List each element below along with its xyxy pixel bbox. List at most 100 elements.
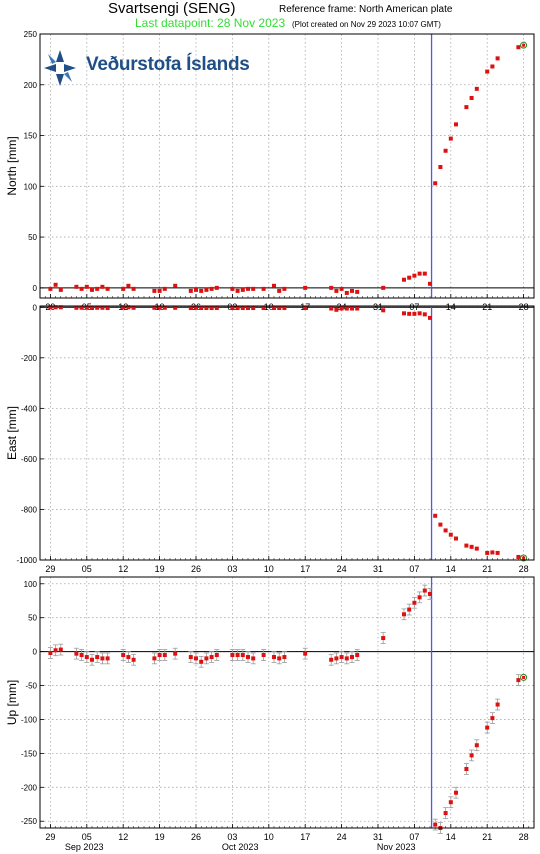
panel1-data-point bbox=[199, 288, 204, 293]
panel3-data-point bbox=[214, 653, 219, 658]
panel2-data-point bbox=[422, 312, 427, 317]
panel1-data-point bbox=[246, 286, 250, 291]
panel1-data-point bbox=[329, 285, 334, 290]
panel2-data-point bbox=[355, 306, 360, 311]
panel2-data-point bbox=[79, 305, 84, 310]
panel2-data-point bbox=[157, 305, 162, 310]
panel1-ytick-label: 0 bbox=[33, 284, 38, 293]
panel3-data-point bbox=[344, 656, 349, 661]
panel1-ytick-label: 50 bbox=[28, 233, 37, 242]
panel2-data-point bbox=[126, 305, 131, 310]
panel3-data-point bbox=[474, 743, 479, 748]
panel2-data-point bbox=[443, 528, 448, 533]
panel1-data-point bbox=[428, 281, 432, 286]
panel2-data-point bbox=[48, 305, 53, 310]
panel3-ylabel: Up [mm] bbox=[5, 680, 19, 725]
panel2-data-point bbox=[58, 305, 63, 310]
panel2-xtick-label: 26 bbox=[191, 564, 201, 574]
panel2-xtick-label: 21 bbox=[482, 564, 492, 574]
reference-frame: Reference frame: North American plate bbox=[279, 4, 453, 15]
panel2-xtick-label: 03 bbox=[227, 564, 237, 574]
imo-logo-icon bbox=[44, 50, 76, 86]
panel1-ylabel: North [mm] bbox=[5, 136, 19, 195]
panel1-data-point bbox=[272, 283, 276, 288]
panel2-data-point bbox=[428, 315, 432, 320]
panel3-data-point bbox=[162, 653, 167, 658]
panel3-xtick-label: 26 bbox=[191, 832, 201, 842]
panel2-data-point bbox=[334, 307, 339, 312]
panel2-data-point bbox=[74, 305, 79, 310]
panel1-data-point bbox=[344, 290, 349, 295]
panel3-data-point bbox=[251, 656, 256, 661]
panel1-data-point bbox=[438, 165, 443, 170]
panel3-month-label: Nov 2023 bbox=[377, 842, 416, 852]
panel2-data-point bbox=[95, 305, 100, 310]
panel1-data-point bbox=[464, 105, 469, 110]
panel2-last-point bbox=[520, 554, 528, 562]
panel1-data-point bbox=[474, 86, 479, 91]
panel2-data-point bbox=[350, 306, 354, 311]
panel1-data-point bbox=[417, 271, 422, 276]
panel1-data-point bbox=[157, 288, 162, 293]
panel1-data-point bbox=[402, 277, 406, 282]
panel1-data-point bbox=[74, 284, 79, 289]
panel2-data-point bbox=[454, 536, 458, 541]
panel3-ytick-label: -50 bbox=[25, 682, 37, 691]
panel2-data-point bbox=[90, 306, 94, 311]
panel1-data-point bbox=[48, 286, 53, 291]
panel2-data-point bbox=[251, 306, 256, 311]
panel3-ytick-label: 0 bbox=[33, 648, 38, 657]
panel3-data-point bbox=[261, 653, 266, 658]
panel3-xtick-label: 07 bbox=[409, 832, 419, 842]
panel2-ylabel: East [mm] bbox=[5, 406, 19, 460]
plot-title: Svartsengi (SENG) bbox=[108, 0, 236, 17]
panel1-data-point bbox=[339, 286, 344, 291]
panel3-xtick-label: 24 bbox=[337, 832, 347, 842]
panel2-data-point bbox=[84, 305, 89, 310]
panel2-xtick-label: 10 bbox=[264, 564, 274, 574]
panel3-ytick-label: -200 bbox=[21, 783, 38, 792]
panel3-xtick-label: 10 bbox=[264, 832, 274, 842]
panel3-data-point bbox=[303, 651, 308, 656]
panel3-data-point bbox=[469, 753, 474, 758]
panel2-data-point bbox=[246, 306, 250, 311]
panel3-data-point bbox=[84, 655, 89, 660]
panel2-data-point bbox=[474, 546, 479, 551]
panel3-data-point bbox=[48, 650, 53, 655]
panel1-data-point bbox=[79, 286, 84, 291]
panel3-xtick-label: 21 bbox=[482, 832, 492, 842]
panel3-data-point bbox=[417, 595, 422, 600]
panel3-xtick-label: 29 bbox=[45, 832, 55, 842]
panel3-data-point bbox=[282, 655, 287, 660]
panel1-data-point bbox=[407, 275, 412, 280]
panel3-xtick-label: 14 bbox=[446, 832, 456, 842]
panel3-data-point bbox=[334, 656, 339, 661]
panel3-xtick-label: 03 bbox=[227, 832, 237, 842]
panel3-xtick-label: 31 bbox=[373, 832, 383, 842]
panel3-data-point bbox=[240, 653, 245, 658]
panel2-data-point bbox=[152, 305, 157, 310]
panel3-data-point bbox=[199, 659, 204, 664]
panel3-ytick-label: -150 bbox=[21, 749, 38, 758]
panel2-data-point bbox=[485, 550, 490, 555]
panel1-data-point bbox=[412, 273, 417, 278]
panel2-data-point bbox=[412, 311, 417, 316]
panel2-data-point bbox=[235, 306, 240, 311]
panel2-data-point bbox=[282, 306, 287, 311]
panel1-last-point bbox=[520, 41, 528, 49]
panel3-data-point bbox=[339, 655, 344, 660]
panel3-data-point bbox=[464, 766, 469, 771]
panel3-data-point bbox=[152, 656, 157, 661]
panel3-xtick-label: 17 bbox=[300, 832, 310, 842]
panel1-data-point bbox=[173, 283, 178, 288]
panel1-data-point bbox=[350, 288, 354, 293]
panel2-ytick-label: -200 bbox=[21, 354, 38, 363]
panel3-data-point bbox=[79, 653, 84, 658]
panel3-data-point bbox=[204, 656, 209, 661]
panel3-data-point bbox=[230, 653, 235, 658]
panel2-data-point bbox=[303, 306, 308, 311]
panel3-data-point bbox=[355, 653, 360, 658]
panel1-data-point bbox=[433, 181, 438, 186]
panel3-data-point bbox=[235, 653, 240, 658]
